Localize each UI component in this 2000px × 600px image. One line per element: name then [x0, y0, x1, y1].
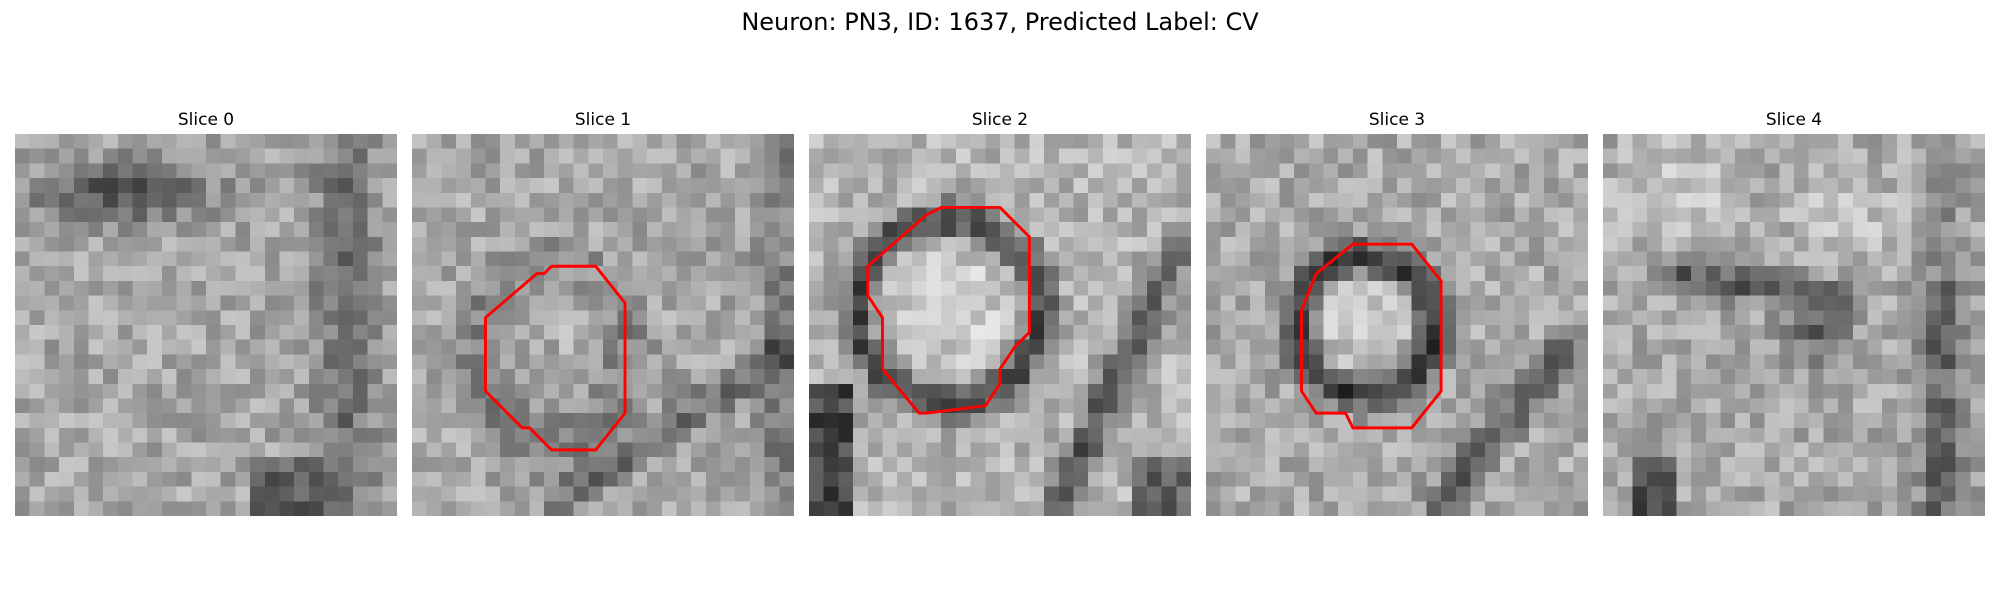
slice-image — [809, 134, 1191, 516]
slice-image — [15, 134, 397, 516]
slice-title: Slice 2 — [971, 110, 1029, 130]
slice-panel-3: Slice 3 — [1206, 108, 1588, 520]
contour-outline — [1300, 242, 1443, 430]
figure-title: Neuron: PN3, ID: 1637, Predicted Label: … — [741, 8, 1259, 36]
pixel-grid — [1603, 134, 1985, 516]
slice-image — [1206, 134, 1588, 516]
slice-panel-1: Slice 1 — [412, 108, 794, 520]
pixel-grid — [412, 134, 794, 516]
slice-image — [1603, 134, 1985, 516]
contour-outline — [483, 264, 627, 452]
pixel-grid — [1206, 134, 1588, 516]
pixel-grid — [15, 134, 397, 516]
contour-outline — [866, 205, 1031, 415]
slice-panel-0: Slice 0 — [15, 108, 397, 520]
slice-title: Slice 3 — [1368, 110, 1426, 130]
slice-panel-4: Slice 4 — [1603, 108, 1985, 520]
pixel-grid — [809, 134, 1191, 516]
slice-image — [412, 134, 794, 516]
slice-panel-2: Slice 2 — [809, 108, 1191, 520]
slice-title: Slice 1 — [574, 110, 632, 130]
slice-title: Slice 4 — [1765, 110, 1823, 130]
slice-title: Slice 0 — [177, 110, 235, 130]
